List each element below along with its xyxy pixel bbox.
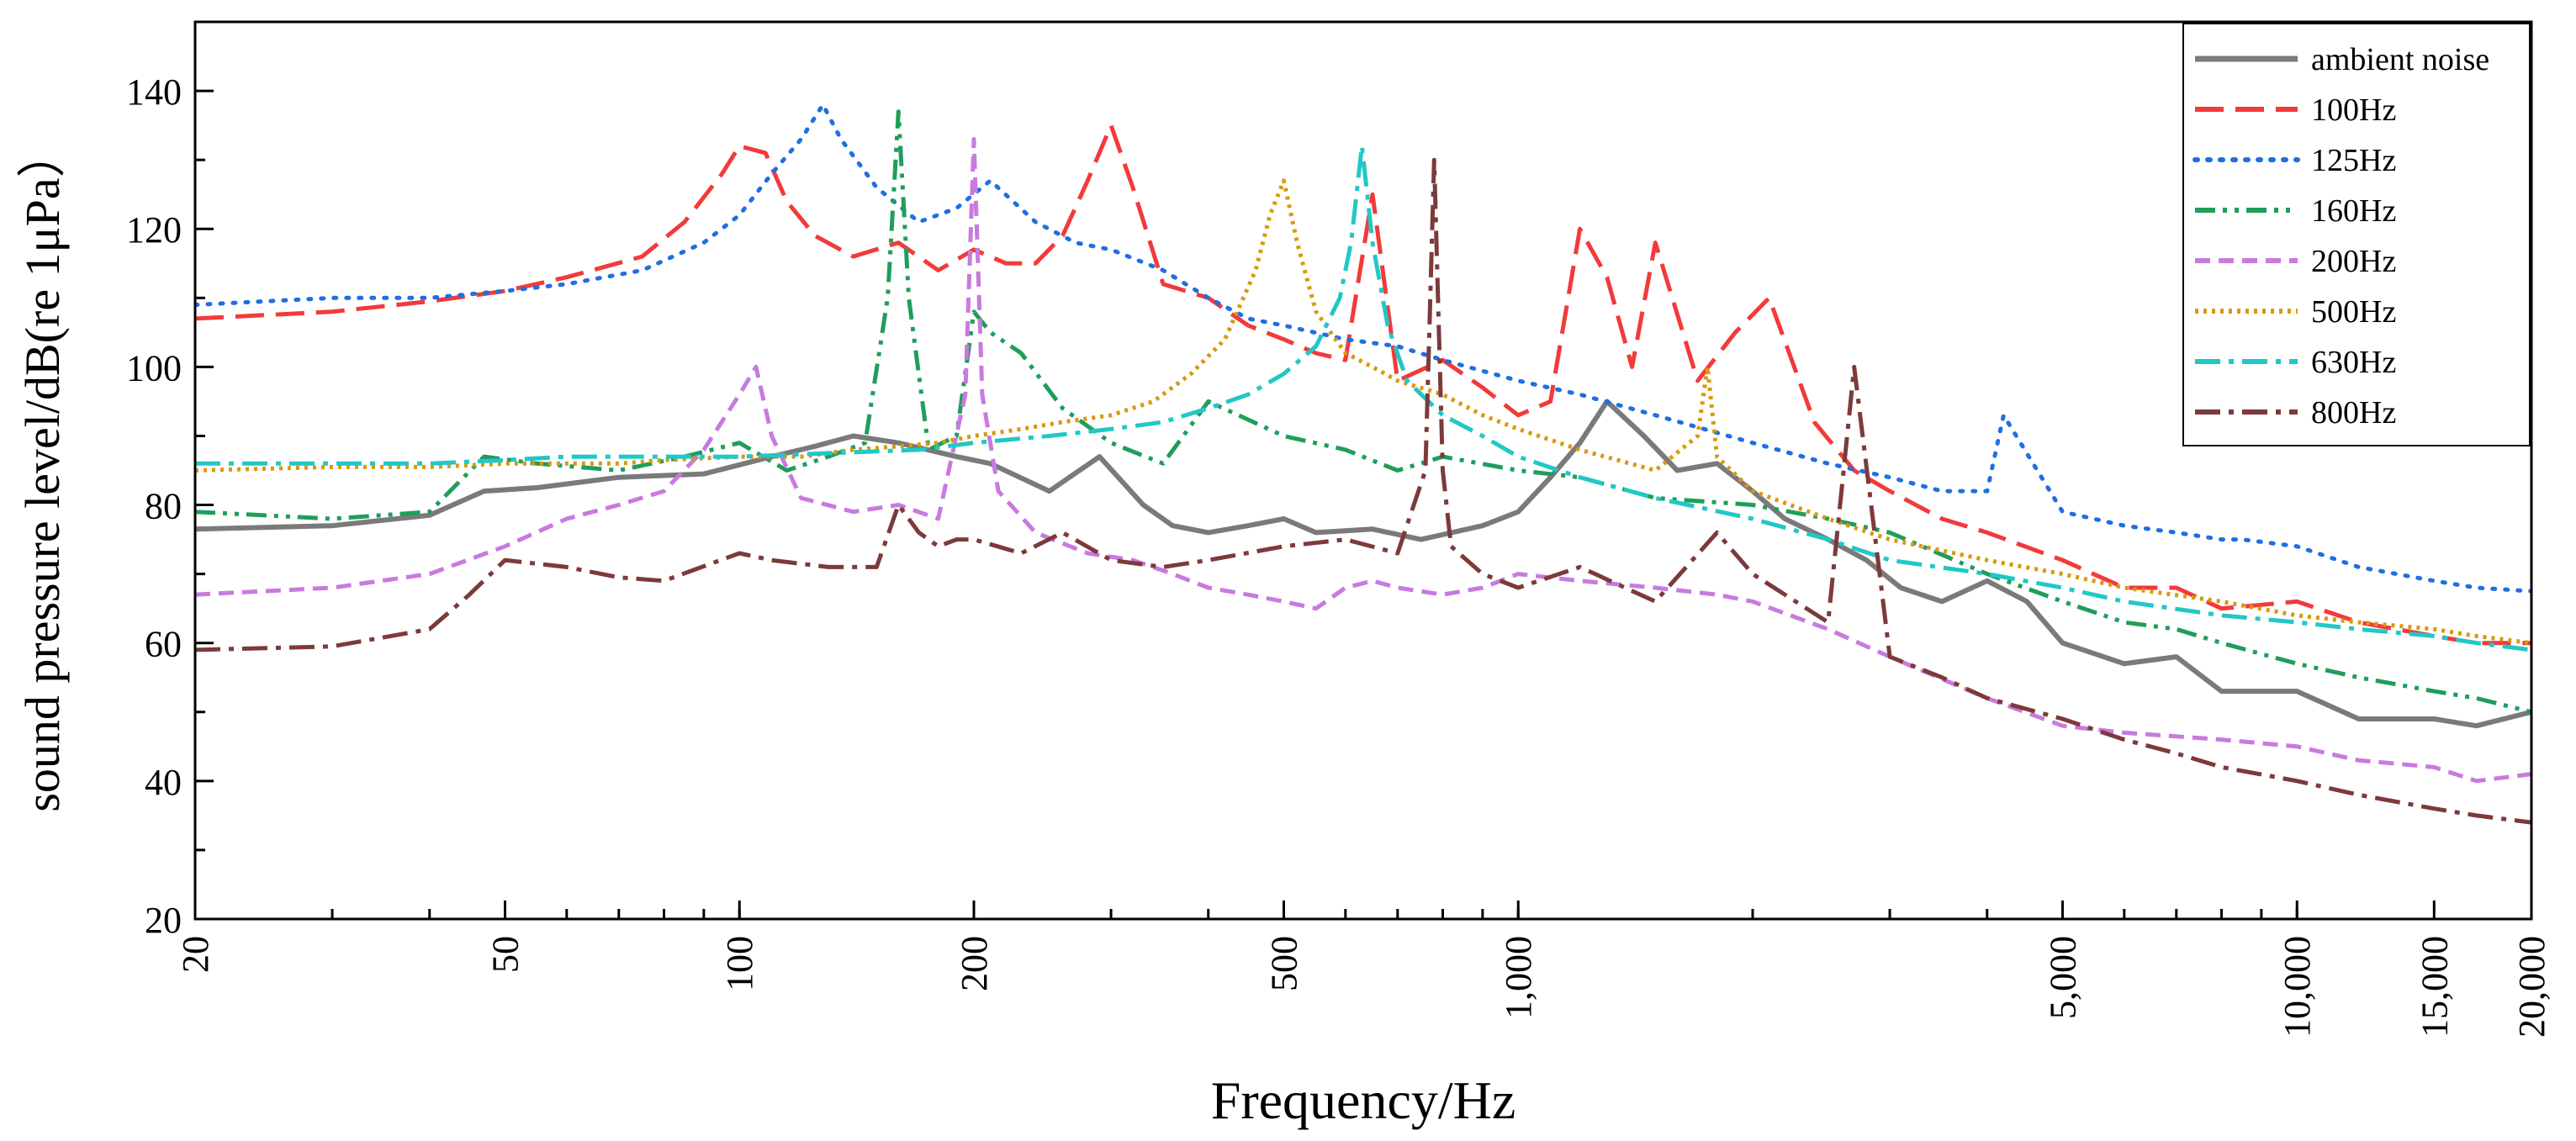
x-tick-label: 5,000 — [2042, 936, 2083, 1019]
y-tick-label: 40 — [145, 762, 182, 803]
series-line-800hz — [195, 157, 2531, 825]
legend-label: 500Hz — [2311, 294, 2396, 330]
series-line-200hz — [195, 137, 2531, 784]
x-tick-label: 10,000 — [2277, 936, 2318, 1038]
x-tick-label: 1,000 — [1498, 936, 1539, 1019]
legend-label: 100Hz — [2311, 92, 2396, 128]
series-line-160hz — [195, 109, 2531, 715]
y-tick-label: 20 — [145, 900, 182, 941]
x-axis-label: Frequency/Hz — [1211, 1070, 1516, 1130]
legend-label: 800Hz — [2311, 395, 2396, 431]
plot-frame — [193, 20, 2533, 921]
legend-label: 125Hz — [2311, 143, 2396, 178]
series-line-ambient-noise — [195, 399, 2531, 729]
y-axis-label: sound pressure level/dB(re 1μPa） — [15, 129, 70, 811]
legend-label: ambient noise — [2311, 42, 2489, 77]
x-tick-label: 20,000 — [2511, 936, 2552, 1038]
series-line-630hz — [195, 144, 2531, 652]
legend-label: 200Hz — [2311, 244, 2396, 279]
y-tick-label: 60 — [145, 624, 182, 665]
x-tick-label: 200 — [954, 936, 995, 991]
y-tick-label: 120 — [126, 209, 182, 251]
axes: 20 40 60 80 100 120 140 20 50 100 200 500 1,000 5,000… — [126, 20, 2552, 1038]
x-tick-label: 500 — [1263, 936, 1304, 991]
y-tick-label: 80 — [145, 486, 182, 527]
series-line-500hz — [195, 178, 2531, 646]
legend-box — [2182, 23, 2531, 446]
x-tick-label: 50 — [484, 936, 526, 973]
series-line-100hz — [195, 123, 2531, 646]
legend-label: 160Hz — [2311, 193, 2396, 229]
series-line-125hz — [195, 103, 2531, 594]
series-layer — [195, 103, 2531, 825]
x-tick-label: 100 — [719, 936, 760, 991]
y-tick-label: 100 — [126, 347, 182, 388]
legend-label: 630Hz — [2311, 345, 2396, 380]
y-tick-label: 140 — [126, 71, 182, 113]
legend: ambient noise 100Hz 125Hz 160Hz 200Hz 500Hz 63… — [2182, 23, 2531, 446]
x-tick-label: 15,000 — [2414, 936, 2455, 1038]
x-tick-label: 20 — [175, 936, 216, 973]
